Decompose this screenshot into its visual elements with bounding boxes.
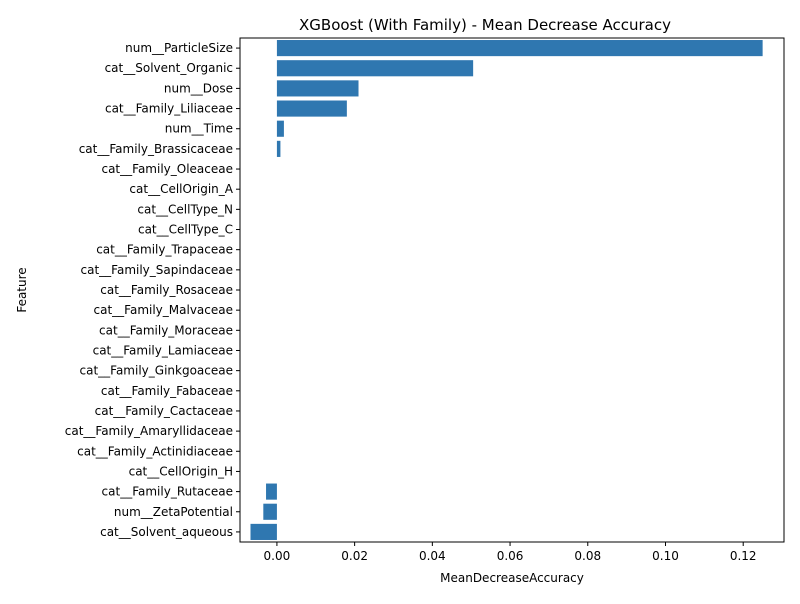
y-tick-label: cat__Family_Brassicaceae [79, 142, 233, 156]
y-tick-label: cat__CellOrigin_A [129, 182, 233, 196]
x-tick-label: 0.12 [730, 549, 757, 563]
bar [276, 80, 359, 97]
y-tick-label: cat__Family_Oleaceae [101, 162, 233, 176]
y-tick-label: num__Dose [164, 81, 233, 95]
y-tick-label: cat__Family_Moraceae [99, 323, 233, 337]
y-tick-label: cat__CellOrigin_H [129, 464, 233, 478]
axes-frame [239, 37, 785, 543]
y-tick-label: cat__Family_Rosaceae [100, 283, 233, 297]
y-tick-label: num__Time [165, 122, 233, 136]
chart-title: XGBoost (With Family) - Mean Decrease Ac… [299, 16, 671, 34]
x-tick-label: 0.00 [264, 549, 291, 563]
y-tick-label: cat__Family_Liliaceae [105, 102, 233, 116]
y-tick-label: num__ParticleSize [125, 41, 233, 55]
y-tick-label: cat__Family_Fabaceae [101, 384, 233, 398]
y-tick-label: cat__Family_Sapindaceae [81, 263, 233, 277]
y-tick-label: cat__Family_Ginkgoaceae [80, 364, 234, 378]
bar [263, 503, 277, 520]
y-tick-label: cat__CellType_C [138, 223, 233, 237]
x-tick-label: 0.06 [497, 549, 524, 563]
x-tick-label: 0.08 [574, 549, 601, 563]
x-tick-label: 0.10 [652, 549, 679, 563]
y-axis-label: Feature [15, 267, 29, 312]
y-tick-label: cat__Family_Amaryllidaceae [65, 424, 233, 438]
y-tick-label: cat__Solvent_aqueous [100, 525, 233, 539]
bar [266, 483, 277, 500]
x-tick-label: 0.02 [341, 549, 368, 563]
y-tick-label: cat__Family_Trapaceae [96, 243, 233, 257]
y-tick-label: num__ZetaPotential [114, 505, 233, 519]
y-tick-label: cat__Family_Rutaceae [102, 485, 233, 499]
bar [276, 100, 347, 117]
bar [276, 40, 763, 57]
bar [276, 60, 474, 77]
x-axis-label: MeanDecreaseAccuracy [440, 571, 584, 585]
plot-area: num__ParticleSize cat__Solvent_Organicnum… [65, 37, 785, 563]
y-tick-label: cat__Family_Lamiaceae [93, 343, 233, 357]
bar [250, 523, 277, 540]
y-tick-label: cat__Family_Malvaceae [94, 303, 233, 317]
y-tick-label: cat__CellType_N [137, 202, 233, 216]
x-tick-label: 0.04 [419, 549, 446, 563]
y-tick-label: cat__Family_Cactaceae [95, 404, 233, 418]
bar [276, 120, 284, 137]
y-tick-label: cat__Family_Actinidiaceae [77, 444, 233, 458]
bar [276, 140, 281, 157]
y-tick-label: cat__Solvent_Organic [105, 61, 233, 75]
